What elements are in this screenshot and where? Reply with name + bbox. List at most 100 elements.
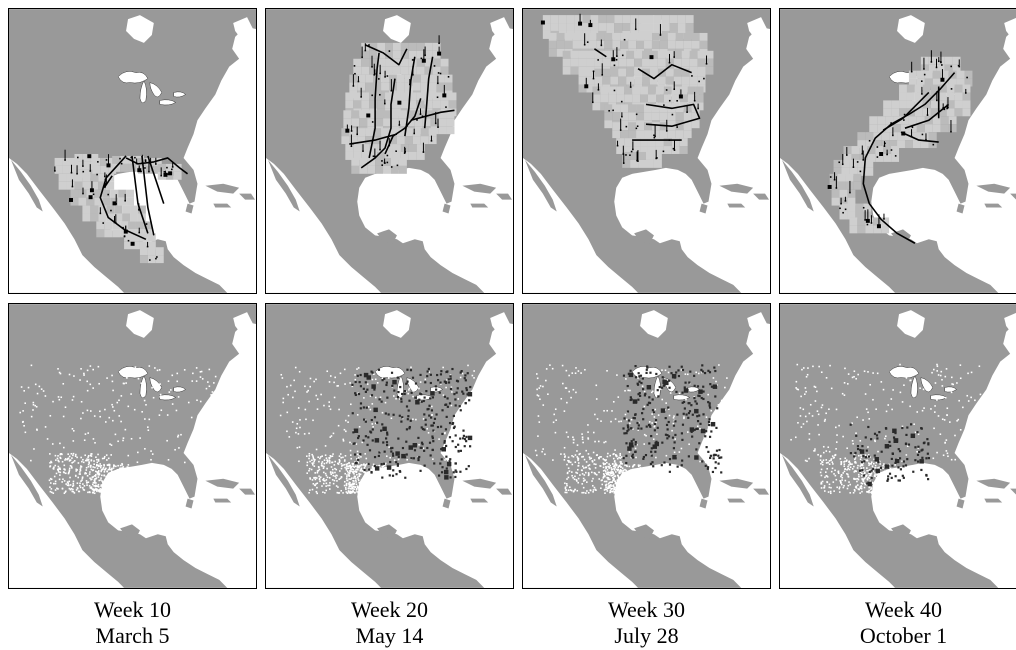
flow-node: [923, 73, 926, 76]
absence-observation: [87, 456, 89, 458]
flow-node: [663, 104, 665, 106]
range-cell: [385, 42, 393, 51]
absence-observation: [582, 467, 585, 469]
presence-observation: [700, 396, 703, 400]
absence-observation: [624, 489, 626, 491]
absence-observation: [369, 486, 371, 488]
absence-observation: [665, 402, 667, 404]
absence-observation: [402, 515, 404, 517]
absence-observation: [592, 451, 595, 454]
absence-observation: [378, 506, 380, 508]
range-cell: [361, 100, 370, 109]
range-cell: [962, 108, 971, 117]
absence-observation: [582, 477, 585, 480]
range-cell: [398, 165, 407, 174]
absence-observation: [941, 378, 943, 381]
range-cell: [628, 104, 637, 113]
absence-observation: [596, 454, 598, 456]
flow-node: [381, 164, 384, 166]
range-cell: [636, 122, 645, 131]
flow-node: [621, 54, 624, 57]
presence-observation: [462, 392, 465, 395]
range-cell: [390, 110, 399, 119]
absence-observation: [114, 433, 117, 436]
absence-observation: [299, 419, 301, 421]
absence-observation: [619, 470, 621, 472]
absence-observation: [658, 521, 660, 524]
range-cell: [392, 144, 401, 152]
absence-observation: [109, 480, 112, 482]
range-cell: [365, 128, 374, 137]
absence-observation: [356, 458, 358, 460]
absence-observation: [635, 475, 637, 477]
absence-observation: [635, 491, 637, 494]
absence-observation: [814, 448, 816, 450]
range-cell: [114, 205, 123, 214]
range-cell: [548, 32, 557, 41]
absence-observation: [639, 464, 641, 467]
presence-observation: [715, 426, 718, 430]
range-cell: [630, 23, 639, 31]
absence-observation: [354, 465, 357, 468]
absence-observation: [658, 503, 661, 506]
flow-node: [676, 126, 678, 128]
range-cell: [655, 138, 664, 147]
absence-observation: [50, 461, 53, 464]
absence-observation: [106, 488, 109, 490]
presence-observation: [697, 394, 700, 397]
absence-observation: [307, 389, 309, 392]
presence-observation: [636, 421, 639, 425]
presence-observation: [708, 406, 712, 409]
presence-observation: [449, 458, 452, 461]
absence-observation: [156, 369, 159, 372]
absence-observation: [312, 458, 315, 460]
absence-observation: [624, 413, 627, 416]
absence-observation: [596, 418, 599, 420]
absence-observation: [599, 456, 601, 458]
presence-observation: [440, 458, 443, 461]
flow-node: [862, 206, 865, 209]
absence-observation: [625, 481, 627, 484]
flow-node: [671, 113, 674, 116]
absence-observation: [130, 437, 133, 440]
range-cell: [343, 118, 352, 127]
absence-observation: [830, 387, 833, 390]
absence-observation: [358, 466, 360, 469]
range-cell: [604, 32, 613, 41]
presence-observation: [638, 392, 641, 395]
range-cell: [377, 58, 386, 67]
map-svg: [9, 9, 256, 293]
presence-observation: [625, 454, 628, 457]
absence-observation: [344, 472, 347, 475]
absence-observation: [57, 465, 60, 468]
range-cell: [906, 100, 915, 109]
absence-observation: [57, 368, 59, 370]
absence-observation: [68, 373, 71, 376]
range-cell: [600, 102, 609, 111]
presence-observation: [698, 414, 701, 417]
absence-observation: [624, 468, 626, 471]
absence-observation: [612, 484, 615, 486]
absence-observation: [145, 518, 148, 520]
presence-observation: [362, 406, 365, 409]
presence-observation: [408, 427, 411, 430]
absence-observation: [112, 406, 114, 408]
absence-observation: [360, 467, 363, 470]
range-cell: [675, 32, 684, 41]
range-cell: [883, 153, 892, 162]
absence-observation: [665, 454, 668, 457]
absence-observation: [110, 444, 113, 446]
flow-node: [416, 119, 418, 121]
absence-observation: [392, 505, 394, 508]
absence-observation: [72, 395, 75, 398]
absence-observation: [613, 464, 616, 467]
absence-observation: [894, 489, 896, 491]
presence-observation: [420, 400, 423, 403]
map-svg: [523, 304, 770, 588]
range-cell: [655, 86, 664, 95]
range-cell: [632, 94, 641, 103]
range-cell: [446, 118, 455, 127]
presence-observation: [424, 418, 427, 421]
presence-observation: [385, 437, 388, 440]
presence-observation: [700, 368, 703, 371]
